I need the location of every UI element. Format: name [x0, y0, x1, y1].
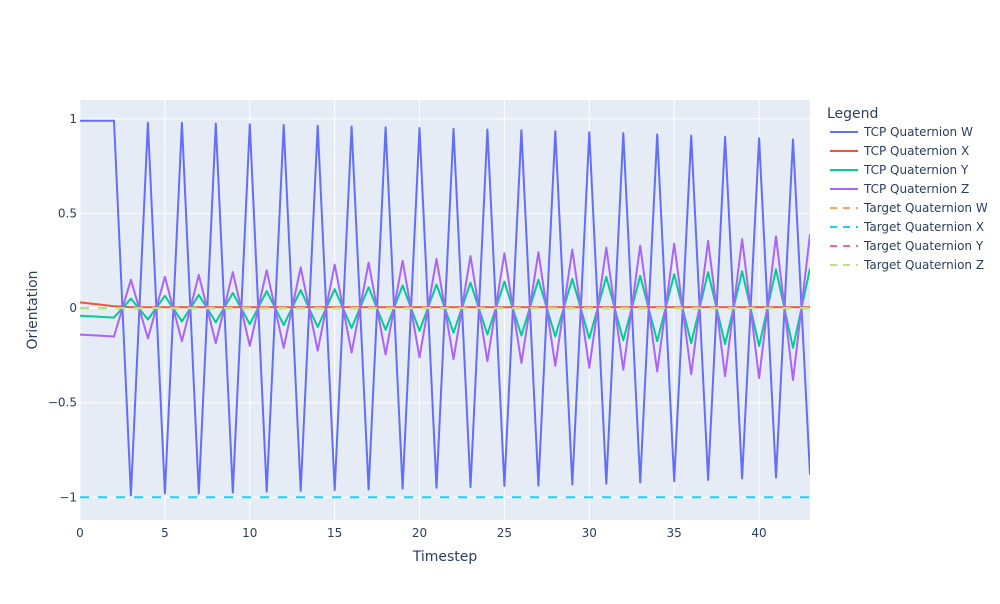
- legend-item[interactable]: Target Quaternion Y: [830, 239, 984, 253]
- y-tick-label: 1: [69, 112, 77, 126]
- y-axis-title: Orientation: [25, 270, 41, 349]
- legend-label: Target Quaternion Y: [863, 239, 984, 253]
- legend-label: TCP Quaternion X: [863, 144, 969, 158]
- legend-label: Target Quaternion W: [863, 201, 988, 215]
- y-tick-label: 0: [69, 301, 77, 315]
- legend-item[interactable]: Target Quaternion W: [830, 201, 988, 215]
- legend-item[interactable]: Target Quaternion Z: [830, 258, 984, 272]
- legend-item[interactable]: TCP Quaternion W: [830, 125, 973, 139]
- x-tick-label: 0: [76, 526, 84, 540]
- x-axis-title: Timestep: [412, 549, 478, 565]
- x-tick-label: 20: [412, 526, 427, 540]
- legend-item[interactable]: TCP Quaternion Y: [830, 163, 969, 177]
- legend-items: TCP Quaternion W TCP Quaternion X TCP Quat…: [830, 125, 988, 272]
- legend-label: TCP Quaternion Y: [863, 163, 969, 177]
- legend-label: TCP Quaternion Z: [863, 182, 969, 196]
- legend-label: Target Quaternion X: [863, 220, 984, 234]
- y-axis-ticks: 1 0.5 0 −0.5 −1: [48, 112, 77, 504]
- legend-title: Legend: [827, 106, 878, 122]
- y-tick-label: −1: [59, 490, 77, 504]
- series-lines: [80, 119, 810, 499]
- x-tick-label: 30: [582, 526, 597, 540]
- x-tick-label: 40: [751, 526, 766, 540]
- x-tick-label: 5: [161, 526, 169, 540]
- y-tick-label: −0.5: [48, 396, 77, 410]
- x-tick-label: 15: [327, 526, 342, 540]
- legend-label: TCP Quaternion W: [863, 125, 973, 139]
- x-tick-label: 25: [497, 526, 512, 540]
- legend-item[interactable]: TCP Quaternion X: [830, 144, 969, 158]
- y-tick-label: 0.5: [58, 207, 77, 221]
- legend-label: Target Quaternion Z: [863, 258, 984, 272]
- legend-item[interactable]: Target Quaternion X: [830, 220, 984, 234]
- x-tick-label: 10: [242, 526, 257, 540]
- x-axis-ticks: 0 5 10 15 20 25 30 35 40: [76, 526, 767, 540]
- legend-item[interactable]: TCP Quaternion Z: [830, 182, 969, 196]
- x-tick-label: 35: [667, 526, 682, 540]
